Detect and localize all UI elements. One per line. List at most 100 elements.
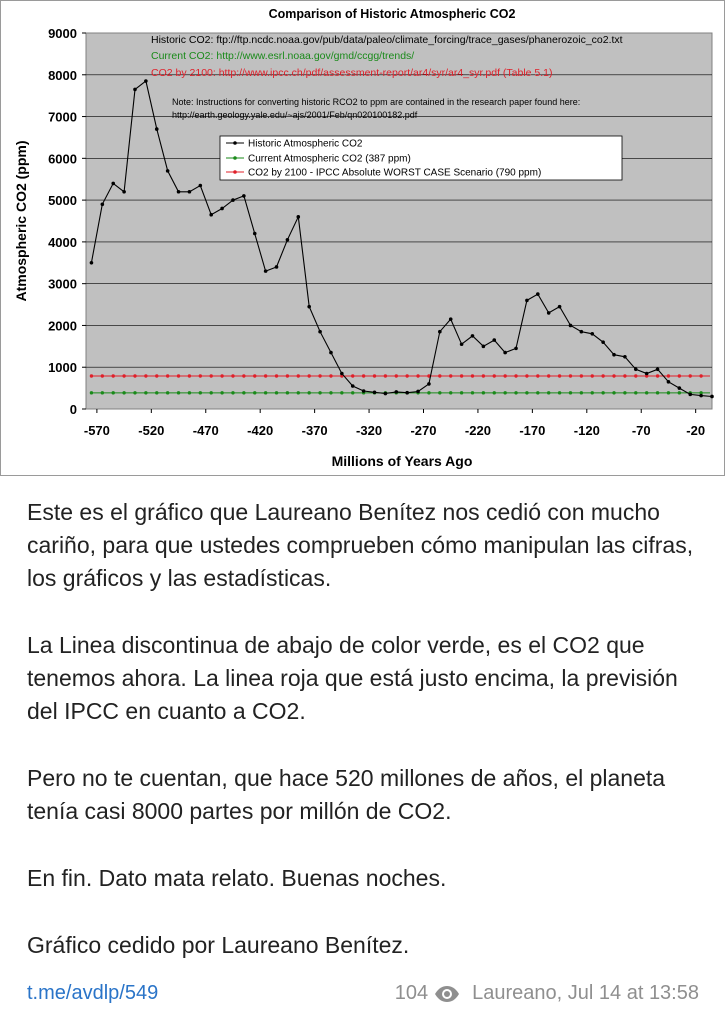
series-point-2 bbox=[296, 374, 300, 378]
series-point-2 bbox=[568, 374, 573, 378]
series-point-2 bbox=[481, 374, 486, 378]
series-point-2 bbox=[307, 374, 311, 378]
historic-co2-point bbox=[699, 393, 703, 398]
series-point-2 bbox=[187, 374, 192, 378]
series-point-1 bbox=[536, 391, 540, 395]
series-point-1 bbox=[655, 391, 660, 395]
historic-co2-point bbox=[416, 389, 420, 394]
historic-co2-point bbox=[296, 215, 301, 219]
series-point-1 bbox=[557, 391, 562, 395]
historic-co2-point bbox=[492, 338, 497, 342]
series-point-1 bbox=[590, 391, 594, 395]
historic-co2-point bbox=[252, 231, 257, 236]
y-tick-label: 0 bbox=[70, 402, 77, 417]
historic-co2-point bbox=[89, 260, 94, 265]
plot-area bbox=[85, 32, 713, 410]
series-point-2 bbox=[427, 374, 431, 378]
historic-co2-point bbox=[710, 394, 714, 399]
chart-image[interactable]: Comparison of Historic Atmospheric CO2 0… bbox=[0, 0, 725, 476]
historic-co2-point bbox=[655, 367, 660, 372]
historic-co2-point bbox=[144, 79, 148, 83]
series-point-1 bbox=[644, 391, 649, 395]
y-tick-label: 3000 bbox=[48, 277, 77, 292]
series-point-2 bbox=[405, 374, 409, 378]
historic-co2-point bbox=[329, 350, 333, 355]
historic-co2-point bbox=[644, 371, 649, 376]
y-tick-label: 8000 bbox=[48, 68, 77, 83]
x-tick-label: -120 bbox=[574, 423, 600, 438]
historic-co2-point bbox=[187, 189, 192, 194]
series-point-1 bbox=[242, 391, 246, 395]
co2-chart: Comparison of Historic Atmospheric CO2 0… bbox=[0, 0, 725, 476]
series-point-2 bbox=[634, 374, 638, 378]
legend-box bbox=[219, 135, 623, 181]
y-tick-label: 7000 bbox=[48, 110, 77, 125]
series-point-2 bbox=[111, 374, 115, 378]
series-point-1 bbox=[492, 391, 496, 395]
series-point-1 bbox=[274, 391, 279, 395]
historic-co2-point bbox=[372, 390, 377, 395]
x-tick-label: -520 bbox=[138, 423, 164, 438]
series-point-2 bbox=[133, 374, 137, 378]
series-point-2 bbox=[253, 374, 257, 378]
series-point-2 bbox=[688, 374, 692, 378]
series-point-2 bbox=[416, 374, 420, 378]
series-point-2 bbox=[601, 374, 605, 378]
legend-marker-historic bbox=[233, 141, 237, 145]
historic-co2-point bbox=[220, 206, 224, 211]
series-point-2 bbox=[459, 374, 464, 378]
series-point-1 bbox=[133, 391, 137, 395]
historic-co2-point bbox=[688, 392, 693, 397]
x-tick-label: -570 bbox=[84, 423, 110, 438]
series-point-1 bbox=[285, 391, 290, 395]
series-point-2 bbox=[165, 374, 170, 378]
historic-co2-point bbox=[448, 317, 453, 321]
series-point-1 bbox=[144, 391, 148, 395]
series-point-1 bbox=[634, 391, 638, 395]
legend-label-current: Current Atmospheric CO2 (387 ppm) bbox=[248, 154, 411, 165]
historic-co2-point bbox=[612, 352, 616, 357]
message-paragraph: Este es el gráfico que Laureano Benítez … bbox=[27, 499, 694, 591]
historic-co2-point bbox=[677, 386, 682, 390]
historic-co2-point bbox=[176, 189, 181, 194]
y-axis-ticks: 0 1000 2000 3000 4000 5000 6000 7000 8000 9000 bbox=[48, 26, 86, 417]
series-point-1 bbox=[481, 391, 486, 395]
series-point-2 bbox=[263, 374, 268, 378]
historic-co2-point bbox=[568, 323, 573, 328]
source-2100-text: CO2 by 2100: http://www.ipcc.ch/pdf/asse… bbox=[151, 67, 553, 79]
series-point-2 bbox=[470, 374, 475, 378]
series-point-2 bbox=[318, 374, 322, 378]
series-point-1 bbox=[165, 391, 170, 395]
post-link[interactable]: t.me/avdlp/549 bbox=[27, 982, 159, 1004]
y-axis-label: Atmospheric CO2 (ppm) bbox=[13, 140, 29, 301]
chart-title: Comparison of Historic Atmospheric CO2 bbox=[269, 7, 516, 21]
source-annotations: Historic CO2: ftp://ftp.ncdc.noaa.gov/pu… bbox=[151, 34, 623, 120]
series-point-1 bbox=[449, 391, 453, 395]
series-point-1 bbox=[329, 391, 333, 395]
historic-co2-point bbox=[546, 311, 551, 315]
data-series bbox=[89, 79, 714, 399]
series-point-1 bbox=[459, 391, 464, 395]
series-point-1 bbox=[340, 391, 344, 395]
series-point-2 bbox=[242, 374, 246, 378]
series-point-2 bbox=[546, 374, 551, 378]
series-point-2 bbox=[155, 374, 159, 378]
series-point-1 bbox=[187, 391, 192, 395]
series-point-2 bbox=[285, 374, 290, 378]
series-point-1 bbox=[231, 391, 235, 395]
historic-co2-point bbox=[394, 390, 399, 394]
series-point-1 bbox=[568, 391, 573, 395]
historic-co2-point bbox=[361, 389, 366, 393]
series-point-2 bbox=[677, 374, 682, 378]
series-point-1 bbox=[514, 391, 518, 395]
series-point-2 bbox=[666, 374, 671, 378]
series-point-2 bbox=[644, 374, 649, 378]
series-point-1 bbox=[296, 391, 300, 395]
series-point-2 bbox=[329, 374, 333, 378]
historic-co2-point bbox=[601, 340, 605, 344]
historic-co2-point bbox=[350, 384, 355, 388]
series-point-2 bbox=[100, 374, 105, 378]
message-meta: 104 Laureano, Jul 14 at 13:58 bbox=[395, 982, 699, 1005]
series-point-1 bbox=[253, 391, 257, 395]
series-point-2 bbox=[525, 374, 529, 378]
